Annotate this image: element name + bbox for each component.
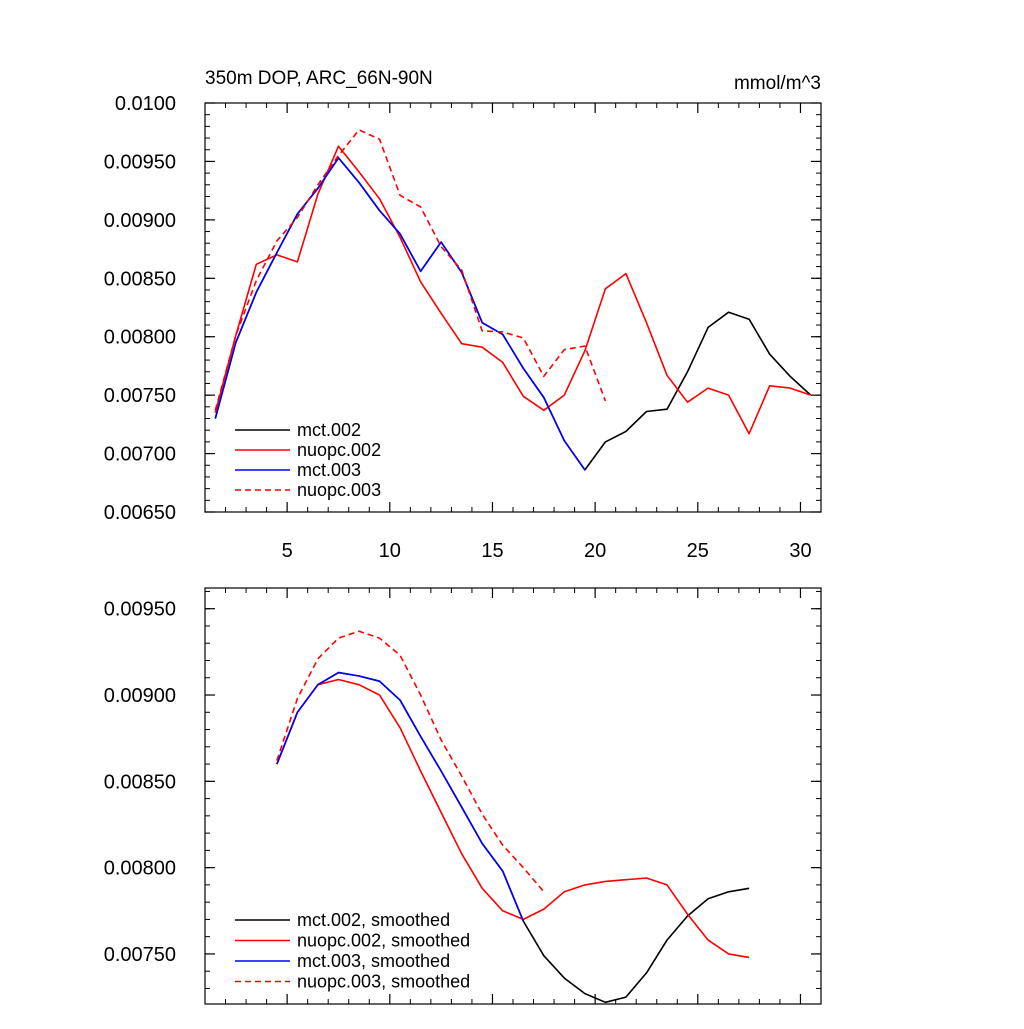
top-x-tick-label: 30 <box>789 540 811 562</box>
top-panel: 5 10 15 20 25 30 0.00650 0.00700 0.00750 0.00800 0… <box>104 93 822 562</box>
top-legend-label: mct.003 <box>297 460 361 480</box>
top-legend-label: mct.002 <box>297 420 361 440</box>
top-x-tick-label: 25 <box>687 540 709 562</box>
bottom-y-tick-label: 0.00750 <box>104 944 176 966</box>
top-x-tick-label: 20 <box>584 540 606 562</box>
bottom-legend-label: mct.003, smoothed <box>297 951 450 971</box>
top-y-tick-label: 0.00700 <box>104 444 176 466</box>
top-y-tick-label: 0.00900 <box>104 210 176 232</box>
bottom-y-tick-label: 0.00800 <box>104 858 176 880</box>
top-x-tick-label: 10 <box>379 540 401 562</box>
top-series-line-3 <box>214 157 586 471</box>
bottom-panel: 0.00750 0.00800 0.00850 0.00900 0.00950 mct.0… <box>104 587 822 1005</box>
top-y-tick-label: 0.00750 <box>104 385 176 407</box>
bottom-legend-label: mct.002, smoothed <box>297 910 450 930</box>
bottom-y-tick-label: 0.00850 <box>104 771 176 793</box>
top-y-tick-label: 0.0100 <box>115 93 176 115</box>
bottom-legend-label: nuopc.002, smoothed <box>297 931 470 951</box>
top-x-tick-label: 15 <box>481 540 503 562</box>
top-legend-label: nuopc.002 <box>297 440 381 460</box>
top-x-tick-label: 5 <box>282 540 293 562</box>
top-y-tick-label: 0.00650 <box>104 502 176 524</box>
chart-title: 350m DOP, ARC_66N-90N <box>205 68 433 89</box>
top-y-tick-label: 0.00800 <box>104 327 176 349</box>
bottom-y-tick-label: 0.00950 <box>104 599 176 621</box>
bottom-legend-label: nuopc.003, smoothed <box>297 972 470 992</box>
bottom-series-line-3 <box>276 671 525 922</box>
bottom-y-tick-label: 0.00900 <box>104 685 176 707</box>
top-y-tick-label: 0.00850 <box>104 268 176 290</box>
top-series-line-2 <box>214 145 811 435</box>
bottom-series-line-2 <box>276 678 750 959</box>
chart-units: mmol/m^3 <box>734 73 821 94</box>
top-legend-label: nuopc.003 <box>297 480 381 500</box>
top-y-tick-label: 0.00950 <box>104 151 176 173</box>
top-series-line-4 <box>214 129 607 411</box>
bottom-series-line-4 <box>276 630 545 893</box>
